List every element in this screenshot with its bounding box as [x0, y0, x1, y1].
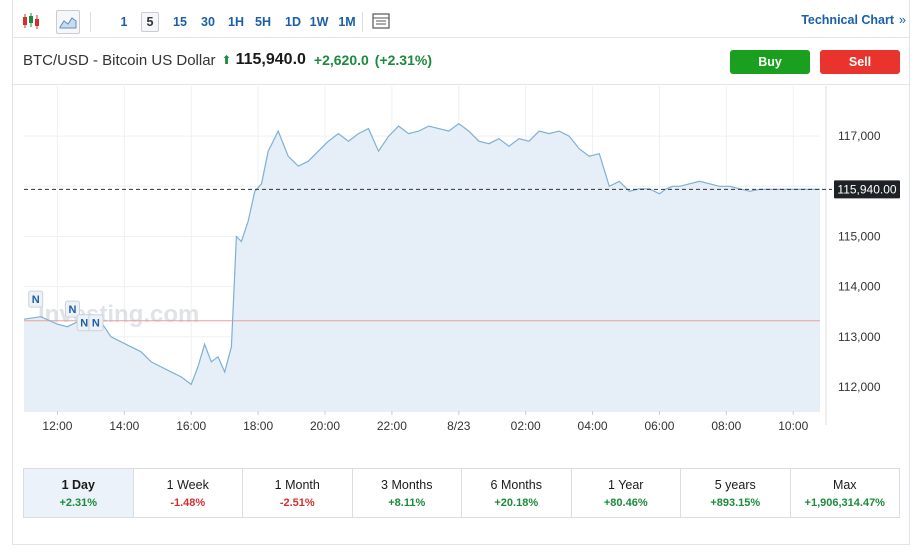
period-performance-bar: 1 Day +2.31% 1 Week -1.48% 1 Month -2.51% 3 Mo… — [23, 468, 900, 518]
timeframe-1w[interactable]: 1W — [309, 15, 329, 29]
x-tick-label: 18:00 — [243, 419, 273, 433]
chart-toolbar: Technical Chart» 1 5 15 30 1H 5H 1D 1W 1M — [12, 6, 910, 38]
news-marker[interactable]: N — [28, 290, 44, 308]
x-tick-label: 8/23 — [447, 419, 471, 433]
header-divider — [12, 84, 910, 85]
area-chart-icon[interactable] — [56, 10, 80, 34]
period-label: 1 Day — [61, 478, 95, 492]
x-tick-label: 14:00 — [109, 419, 139, 433]
period-1-year[interactable]: 1 Year +80.46% — [572, 469, 681, 517]
svg-text:N: N — [92, 318, 100, 330]
period-change: -2.51% — [279, 497, 315, 509]
timeframe-1h[interactable]: 1H — [228, 15, 244, 29]
price-change-percent: (+2.31%) — [374, 52, 432, 68]
period-label: 1 Year — [608, 478, 644, 492]
svg-text:N: N — [69, 304, 77, 316]
y-tick-label: 112,000 — [838, 380, 881, 394]
price-line — [23, 122, 820, 386]
period-change: +80.46% — [603, 497, 648, 509]
buy-button[interactable]: Buy — [730, 50, 810, 74]
timeframe-15[interactable]: 15 — [173, 15, 187, 29]
last-price-tag — [834, 180, 900, 199]
period-change: +20.18% — [494, 497, 539, 509]
y-axis: 112,000 113,000 114,000 115,000 117,000 — [838, 129, 881, 394]
period-1-month[interactable]: 1 Month -2.51% — [243, 469, 353, 517]
watermark: Investing.com — [38, 301, 199, 328]
x-tick-label: 20:00 — [310, 419, 340, 433]
technical-chart-link[interactable]: Technical Chart» — [801, 13, 906, 27]
x-tick-label: 12:00 — [42, 419, 72, 433]
period-5-years[interactable]: 5 years +893.15% — [681, 469, 791, 517]
table-view-icon[interactable] — [370, 10, 392, 32]
period-change: +1,906,314.47% — [804, 497, 885, 509]
timeframe-1d[interactable]: 1D — [285, 15, 301, 29]
x-tick-label: 10:00 — [778, 419, 808, 433]
last-price-tag-text: 115,940.00 — [837, 182, 896, 196]
candlestick-icon[interactable] — [20, 10, 42, 32]
period-1-week[interactable]: 1 Week -1.48% — [134, 469, 243, 517]
last-price-label: 115,940.00 — [834, 180, 900, 199]
y-tick-label: 113,000 — [838, 330, 881, 344]
double-chevron-right-icon: » — [899, 13, 906, 27]
sell-button[interactable]: Sell — [820, 50, 900, 74]
chart-widget-frame — [12, 0, 910, 545]
timeframe-5[interactable]: 5 — [141, 12, 159, 32]
news-marker[interactable]: N — [64, 300, 80, 318]
x-tick-label: 06:00 — [644, 419, 674, 433]
period-1-day[interactable]: 1 Day +2.31% — [24, 469, 134, 517]
timeframe-30[interactable]: 30 — [201, 15, 215, 29]
svg-text:N: N — [32, 294, 40, 306]
y-tick-label: 115,000 — [838, 229, 881, 243]
period-6-months[interactable]: 6 Months +20.18% — [462, 469, 572, 517]
period-change: +893.15% — [710, 497, 761, 509]
timeframe-1m[interactable]: 1M — [338, 15, 356, 29]
period-max[interactable]: Max +1,906,314.47% — [791, 469, 900, 517]
up-arrow-icon: ⬆ — [221, 53, 232, 67]
period-label: 1 Month — [274, 478, 320, 492]
x-axis: 12:00 14:00 16:00 18:00 20:00 22:00 8/23 02:00 0… — [42, 419, 808, 433]
x-tick-label: 02:00 — [511, 419, 541, 433]
news-marker[interactable]: N — [88, 314, 104, 332]
timeframe-1[interactable]: 1 — [120, 15, 128, 29]
period-label: 1 Week — [166, 478, 209, 492]
period-change: +8.11% — [388, 497, 426, 509]
y-tick-label: 117,000 — [838, 129, 881, 143]
svg-text:N: N — [80, 318, 88, 330]
x-tick-label: 16:00 — [176, 419, 206, 433]
period-change: -1.48% — [170, 497, 206, 509]
instrument-header: BTC/USD - Bitcoin US Dollar ⬆ 115,940.0 … — [23, 50, 432, 70]
period-label: 5 years — [714, 478, 756, 492]
last-price: 115,940.0 — [235, 51, 306, 68]
toolbar-divider — [90, 12, 91, 32]
price-change: +2,620.0 — [313, 52, 369, 68]
period-label: 3 Months — [381, 478, 433, 492]
x-tick-label: 04:00 — [578, 419, 608, 433]
period-change: +2.31% — [59, 497, 98, 509]
instrument-name: BTC/USD - Bitcoin US Dollar — [23, 51, 216, 69]
timeframe-5h[interactable]: 5H — [255, 15, 271, 29]
x-tick-label: 22:00 — [377, 419, 407, 433]
period-label: 6 Months — [490, 478, 542, 492]
period-3-months[interactable]: 3 Months +8.11% — [353, 469, 462, 517]
y-tick-label: 114,000 — [838, 280, 881, 294]
period-label: Max — [832, 478, 857, 492]
x-tick-label: 08:00 — [711, 419, 741, 433]
news-markers: NNN N — [28, 290, 104, 332]
price-area — [24, 123, 820, 411]
toolbar-divider — [362, 12, 363, 32]
